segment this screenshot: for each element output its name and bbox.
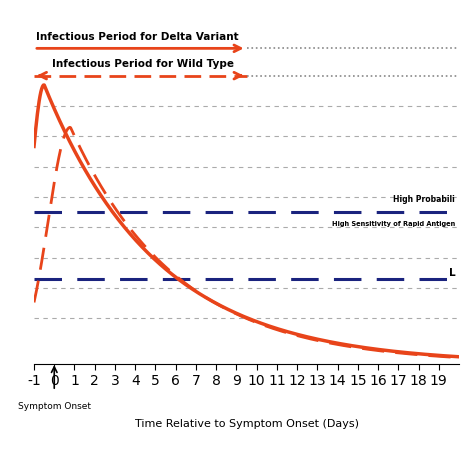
Text: Infectious Period for Wild Type: Infectious Period for Wild Type	[52, 59, 234, 69]
Text: Symptom Onset: Symptom Onset	[18, 402, 91, 411]
Text: High Sensitivity of Rapid Antigen: High Sensitivity of Rapid Antigen	[332, 221, 455, 227]
Text: L: L	[449, 268, 456, 278]
X-axis label: Time Relative to Symptom Onset (Days): Time Relative to Symptom Onset (Days)	[135, 419, 358, 428]
Text: Infectious Period for Delta Variant: Infectious Period for Delta Variant	[36, 32, 238, 42]
Text: High Probabili: High Probabili	[393, 194, 455, 203]
